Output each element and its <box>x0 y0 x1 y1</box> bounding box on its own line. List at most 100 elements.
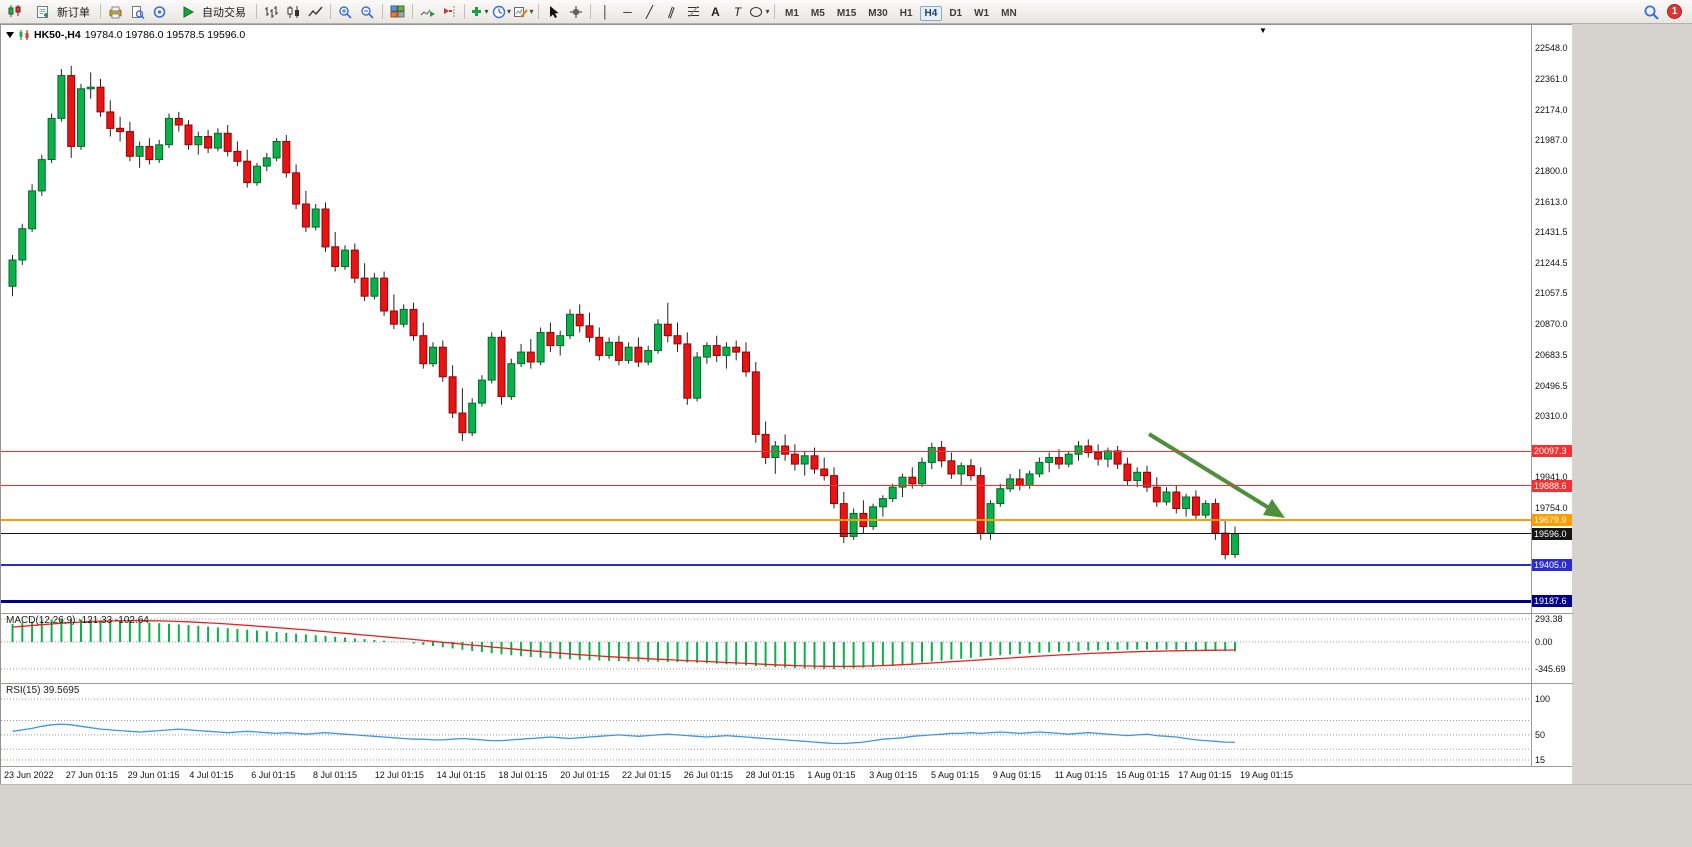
bar-chart-type-icon[interactable] <box>261 2 282 22</box>
horizontal-line-tool-icon[interactable]: ─ <box>623 4 632 19</box>
time-label: 23 Jun 2022 <box>4 770 54 780</box>
time-label: 9 Aug 01:15 <box>992 770 1041 780</box>
price-tick-label: 22548.0 <box>1535 43 1568 53</box>
time-label: 8 Jul 01:15 <box>313 770 358 780</box>
workspace-background <box>1573 24 1692 784</box>
price-line[interactable] <box>1 533 1531 535</box>
channel-tool-icon[interactable]: ∥ <box>666 3 677 20</box>
time-label: 6 Jul 01:15 <box>251 770 296 780</box>
crosshair-icon[interactable] <box>565 2 586 22</box>
timeframe-w1-button[interactable]: W1 <box>974 7 990 19</box>
candlestick-chart-type-icon[interactable] <box>283 2 304 22</box>
chart-window[interactable]: HK50-,H4 19784.0 19786.0 19578.5 19596.0… <box>0 24 1573 784</box>
price-line[interactable] <box>1 599 1531 603</box>
price-tick-label: 20496.5 <box>1535 380 1568 391</box>
time-label: 12 Jul 01:15 <box>374 770 424 780</box>
price-tick-label: 21800.0 <box>1535 166 1568 177</box>
time-label: 5 Aug 01:15 <box>931 770 980 780</box>
chevron-down-icon: ▾ <box>529 7 534 16</box>
time-label: 28 Jul 01:15 <box>745 770 795 780</box>
price-line[interactable] <box>1 450 1531 452</box>
timeframe-h1-button[interactable]: H1 <box>899 7 913 19</box>
print-preview-icon[interactable] <box>127 2 148 22</box>
toolbar-separator <box>774 4 775 19</box>
print-icon[interactable] <box>105 2 126 22</box>
auto-scroll-icon[interactable] <box>417 2 438 22</box>
new-order-button[interactable]: 新订单 <box>26 2 96 22</box>
templates-icon[interactable]: ▾ <box>513 2 534 22</box>
vertical-line-tool-icon[interactable]: │ <box>601 4 610 19</box>
toolbar-separator <box>538 4 539 19</box>
candlestick-chart[interactable] <box>1 25 1531 613</box>
toolbar-separator <box>464 4 465 19</box>
price-tick-label: 21057.5 <box>1535 288 1568 299</box>
timeframe-d1-button[interactable]: D1 <box>949 7 963 19</box>
price-tick-label: 19941.0 <box>1535 472 1568 483</box>
timeframe-m15-button[interactable]: M15 <box>836 7 857 19</box>
text-tool-icon[interactable]: A <box>711 4 720 19</box>
shapes-tool-icon[interactable]: ▾ <box>749 2 770 22</box>
price-line-label: 19596.0 <box>1532 527 1572 540</box>
price-tick-label: 20683.5 <box>1535 349 1568 360</box>
time-label: 18 Jul 01:15 <box>498 770 548 780</box>
macd-panel[interactable] <box>1 613 1531 683</box>
price-line[interactable] <box>1 519 1531 521</box>
time-label: 26 Jul 01:15 <box>683 770 733 780</box>
label-tool-icon[interactable]: T <box>733 4 742 19</box>
price-tick-label: 21431.5 <box>1535 226 1568 237</box>
timeframe-h4-button[interactable]: H4 <box>919 5 943 21</box>
chart-dropdown-arrow[interactable]: ▼ <box>1259 26 1267 35</box>
price-axis[interactable] <box>1531 25 1572 766</box>
price-tick-label: 21613.0 <box>1535 196 1568 207</box>
periods-icon[interactable]: ▾ <box>491 2 512 22</box>
timeframe-m1-button[interactable]: M1 <box>785 7 799 19</box>
price-line-label: 19679.9 <box>1532 514 1572 526</box>
price-line-label: 19187.6 <box>1532 595 1572 608</box>
tile-windows-icon[interactable] <box>387 2 408 22</box>
fibonacci-tool-icon[interactable] <box>683 2 704 22</box>
price-line-label: 20097.3 <box>1532 445 1572 458</box>
new-chart-icon[interactable] <box>4 2 25 22</box>
indicators-icon[interactable]: ▾ <box>469 2 490 22</box>
autotrading-button[interactable]: 自动交易 <box>171 2 252 22</box>
trend-arrow-head[interactable] <box>1263 499 1285 518</box>
cursor-icon[interactable] <box>543 2 564 22</box>
price-tick-label: 20870.0 <box>1535 319 1568 330</box>
price-line[interactable] <box>1 485 1531 487</box>
time-axis[interactable] <box>1 766 1572 784</box>
line-chart-type-icon[interactable] <box>305 2 326 22</box>
time-label: 4 Jul 01:15 <box>189 770 234 780</box>
timeframe-m30-button[interactable]: M30 <box>868 7 888 19</box>
pane-separator[interactable] <box>1 683 1573 684</box>
price-line[interactable] <box>1 564 1531 567</box>
time-label: 14 Jul 01:15 <box>436 770 486 780</box>
macd-label: MACD(12,26,9) -121.33 -102.64 <box>6 615 149 626</box>
rsi-panel[interactable] <box>1 683 1531 766</box>
zoom-in-icon[interactable] <box>335 2 356 22</box>
time-label: 22 Jul 01:15 <box>622 770 672 780</box>
zoom-out-icon[interactable] <box>357 2 378 22</box>
search-icon[interactable] <box>1641 2 1662 22</box>
timeframe-mn-button[interactable]: MN <box>1001 7 1017 19</box>
rsi-axis-label: 15 <box>1535 755 1546 765</box>
toolbar-separator <box>382 4 383 19</box>
pane-separator[interactable] <box>1 613 1573 614</box>
toolbar-separator <box>412 4 413 19</box>
timeframe-toolbar: M1 M5 M15 M30 H1 H4 D1 W1 MN <box>779 3 1023 21</box>
price-tick-label: 21987.0 <box>1535 135 1568 146</box>
rsi-axis-label: 50 <box>1535 729 1546 740</box>
timeframe-m5-button[interactable]: M5 <box>810 7 825 19</box>
market-watch-icon[interactable] <box>149 2 170 22</box>
trendline-tool-icon[interactable]: ╱ <box>645 4 654 19</box>
time-label: 20 Jul 01:15 <box>560 770 610 780</box>
toolbar-separator <box>256 4 257 19</box>
price-tick-label: 19754.0 <box>1535 502 1568 513</box>
macd-axis-label: 0.00 <box>1535 637 1553 647</box>
notification-badge[interactable]: 1 <box>1667 4 1682 19</box>
trend-arrow[interactable] <box>1147 432 1271 510</box>
time-label: 17 Aug 01:15 <box>1178 770 1232 780</box>
order-ticket-icon <box>32 2 53 22</box>
chart-shift-icon[interactable] <box>439 2 460 22</box>
time-label: 19 Aug 01:15 <box>1240 770 1294 780</box>
